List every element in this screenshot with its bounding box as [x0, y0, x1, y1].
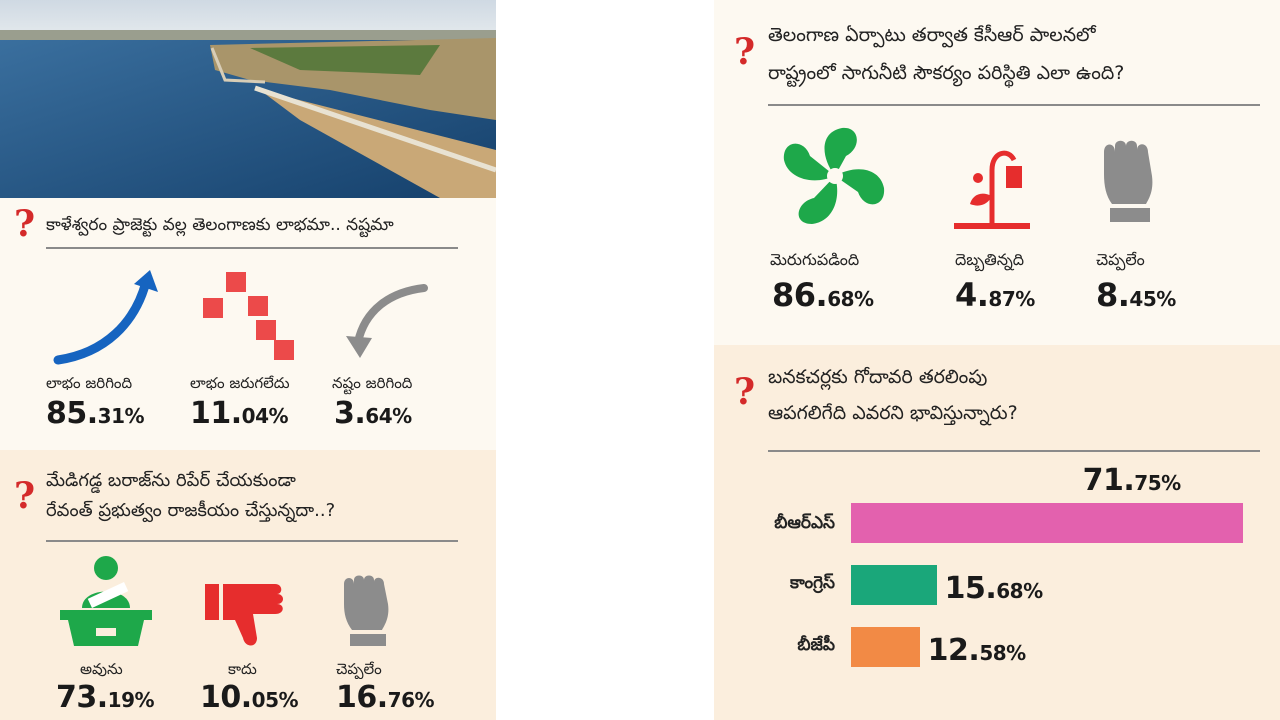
q4-divider [768, 450, 1260, 452]
q3-label-2: దెబ్బతిన్నది [955, 250, 1025, 269]
q1-label-2: లాభం జరుగలేదు [190, 374, 290, 392]
question-mark-icon: ? [14, 475, 36, 517]
wilted-plant-icon [954, 150, 1030, 229]
q2-question-line1: మేడిగడ్డ బరాజ్‌ను రిపేర్ చేయకుండా [46, 470, 296, 491]
rising-arrow-icon [53, 270, 158, 365]
q3-value-2: 4.87% [955, 276, 1035, 314]
falling-arrow-icon [346, 284, 428, 358]
party-bar-chart: బీఆర్ఎస్ 71.75% కాంగ్రెస్ 15.68% బీజేపీ 12.58… [714, 455, 1280, 710]
bar-value-label: 15.68% [944, 571, 1044, 606]
q3-value-3: 8.45% [1096, 276, 1176, 314]
q1-value-1: 85.31% [46, 396, 145, 431]
thumbs-down-icon [205, 584, 283, 646]
q1-question: కాళేశ్వరం ప్రాజెక్టు వల్ల తెలంగాణకు లాభమ… [46, 215, 394, 235]
bar [851, 627, 920, 667]
q1-divider [46, 247, 458, 249]
bar-category-label: బీజేపీ [797, 635, 835, 655]
q2-label-2: కాదు [228, 660, 257, 678]
q1-label-3: నష్టం జరిగింది [332, 374, 413, 392]
bar-category-label: బీఆర్ఎస్ [774, 513, 835, 533]
q4-question-line2: ఆపగలిగేది ఎవరని భావిస్తున్నారు? [768, 402, 1018, 424]
scattered-blocks-icon [203, 272, 294, 360]
reservoir-aerial-image [0, 0, 496, 198]
q2-value-2: 10.05% [200, 680, 299, 715]
fist-icon [344, 575, 389, 646]
bar-category-label: కాంగ్రెస్ [789, 573, 835, 593]
bar [851, 503, 1243, 543]
q2-divider [46, 540, 458, 542]
q1-label-1: లాభం జరిగింది [46, 374, 133, 392]
q3-value-1: 86.68% [772, 276, 874, 314]
question-mark-icon: ? [14, 203, 36, 245]
q3-question-line2: రాష్ట్రంలో సాగునీటి సౌకర్యం పరిస్థితి ఎల… [768, 62, 1125, 84]
q1-value-3: 3.64% [334, 396, 412, 431]
fist-icon [1104, 140, 1153, 222]
q2-value-1: 73.19% [56, 680, 155, 715]
bar-value-label: 12.58% [927, 633, 1027, 668]
question-mark-icon: ? [734, 371, 756, 413]
q4-question-line1: బనకచర్లకు గోదావరి తరలింపు [768, 366, 988, 388]
voter-ballot-icon [60, 556, 152, 646]
q2-value-3: 16.76% [336, 680, 435, 715]
q3-label-1: మెరుగుపడింది [770, 250, 860, 269]
q3-divider [768, 104, 1260, 106]
q2-label-3: చెప్పలేం [336, 660, 382, 678]
bar [851, 565, 937, 605]
q2-question-line2: రేవంత్ ప్రభుత్వం రాజకీయం చేస్తున్నదా..? [46, 500, 336, 521]
question-mark-icon: ? [734, 31, 756, 73]
q2-label-1: అవును [80, 660, 123, 678]
bar-value-label: 71.75% [1082, 463, 1182, 498]
q3-question-line1: తెలంగాణ ఏర్పాటు తర్వాత కేసీఆర్ పాలనలో [768, 24, 1096, 46]
q1-value-2: 11.04% [190, 396, 289, 431]
green-flower-icon [783, 127, 885, 224]
q3-label-3: చెప్పలేం [1096, 250, 1145, 269]
q1-panel [0, 198, 496, 450]
dam-photo [0, 0, 496, 198]
